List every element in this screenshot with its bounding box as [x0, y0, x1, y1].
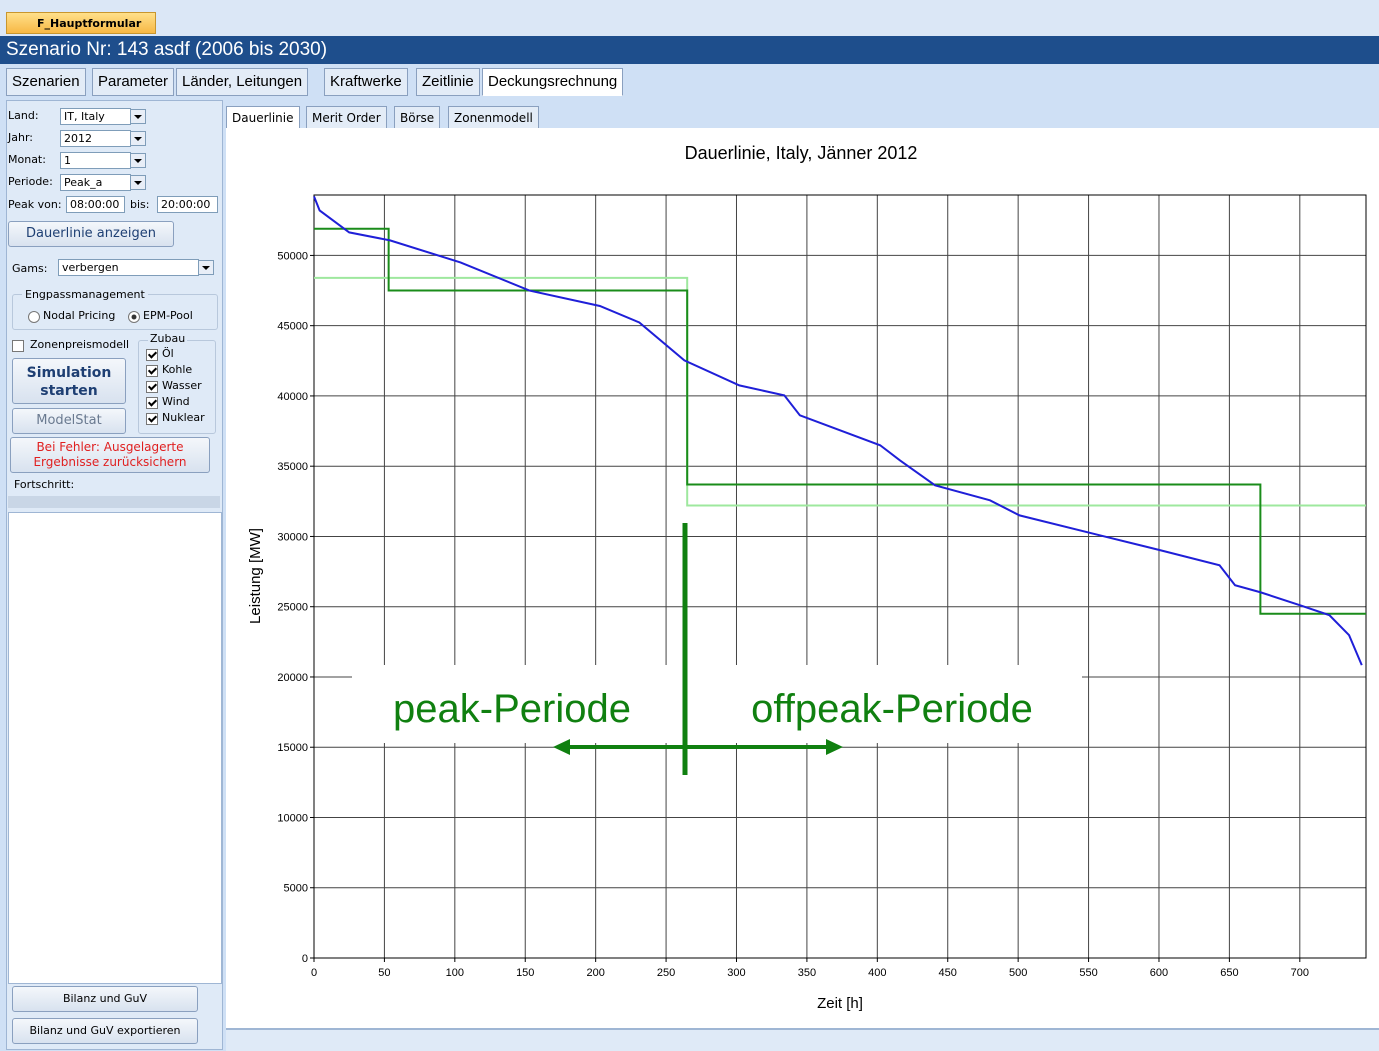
field-label: Monat:	[8, 153, 46, 166]
button[interactable]: Simulation starten	[12, 358, 126, 404]
sub-tab[interactable]: Börse	[394, 106, 441, 130]
x-tick-label: 700	[1291, 967, 1309, 979]
checkbox[interactable]	[146, 381, 158, 393]
time-input[interactable]: 08:00:00	[66, 196, 125, 213]
checkbox-label[interactable]: Kohle	[162, 363, 193, 376]
chart-title: Dauerlinie, Italy, Jänner 2012	[685, 143, 918, 163]
field-label: Land:	[8, 109, 39, 122]
x-tick-label: 150	[516, 967, 534, 979]
x-tick-label: 350	[798, 967, 816, 979]
x-tick-label: 650	[1220, 967, 1238, 979]
annotation-bg	[352, 665, 1082, 743]
y-tick-label: 25000	[277, 602, 308, 614]
field-label: bis:	[130, 198, 150, 211]
radio-label[interactable]: EPM-Pool	[143, 309, 193, 322]
main-tab[interactable]: Parameter	[92, 68, 175, 96]
field-label: Periode:	[8, 175, 53, 188]
field-label: Gams:	[12, 262, 48, 275]
button[interactable]: Bilanz und GuV	[12, 986, 198, 1012]
y-tick-label: 20000	[277, 672, 308, 684]
x-tick-label: 250	[657, 967, 675, 979]
dropdown-arrow[interactable]	[130, 175, 146, 190]
titlebar	[0, 0, 1379, 36]
form-tab[interactable]: F_Hauptformular	[6, 12, 156, 34]
button[interactable]: Bei Fehler: Ausgelagerte Ergebnisse zurü…	[10, 437, 210, 473]
checkbox-label[interactable]: Öl	[162, 347, 174, 360]
x-tick-label: 450	[939, 967, 957, 979]
sub-tab[interactable]: Merit Order	[306, 106, 387, 130]
x-tick-label: 300	[727, 967, 745, 979]
x-tick-label: 100	[446, 967, 464, 979]
chart: Dauerlinie, Italy, Jänner 2012 Zeit [h] …	[226, 128, 1379, 1028]
checkbox[interactable]	[146, 349, 158, 361]
radio[interactable]	[128, 311, 140, 323]
checkbox-label[interactable]: Wasser	[162, 379, 202, 392]
dropdown-arrow[interactable]	[130, 109, 146, 124]
y-tick-label: 0	[302, 953, 308, 965]
main-tab[interactable]: Szenarien	[6, 68, 86, 96]
log-area	[8, 512, 222, 984]
y-tick-label: 10000	[277, 812, 308, 824]
dropdown[interactable]: 2012	[60, 130, 131, 147]
statusbar	[226, 1028, 1379, 1051]
checkbox[interactable]	[146, 413, 158, 425]
checkbox-label[interactable]: Zonenpreismodell	[30, 338, 130, 351]
sub-tab[interactable]: Zonenmodell	[448, 106, 539, 130]
y-tick-label: 30000	[277, 531, 308, 543]
checkbox[interactable]	[146, 365, 158, 377]
dropdown-arrow[interactable]	[198, 260, 214, 275]
dropdown[interactable]: 1	[60, 152, 131, 169]
radio[interactable]	[28, 311, 40, 323]
checkbox[interactable]	[146, 397, 158, 409]
group-title: Zubau	[148, 332, 188, 345]
y-tick-label: 45000	[277, 321, 308, 333]
button[interactable]: Dauerlinie anzeigen	[8, 221, 174, 247]
x-tick-label: 50	[378, 967, 390, 979]
progress-label: Fortschritt:	[14, 478, 75, 491]
x-tick-label: 200	[586, 967, 604, 979]
plot-frame	[313, 194, 1367, 959]
x-tick-label: 600	[1150, 967, 1168, 979]
y-axis-label: Leistung [MW]	[247, 528, 264, 624]
y-tick-label: 50000	[277, 250, 308, 262]
annotation: peak-Periode	[393, 687, 631, 731]
main-tab[interactable]: Länder, Leitungen	[176, 68, 309, 96]
series-line	[313, 196, 1363, 666]
button[interactable]: ModelStat	[12, 408, 126, 434]
y-tick-label: 15000	[277, 742, 308, 754]
chart-bg	[226, 128, 1379, 1028]
checkbox[interactable]	[12, 340, 24, 352]
dropdown[interactable]: verbergen	[58, 259, 199, 276]
checkbox-label[interactable]: Nuklear	[162, 411, 205, 424]
x-tick-label: 400	[868, 967, 886, 979]
annotation: offpeak-Periode	[751, 687, 1033, 731]
main-tab[interactable]: Deckungsrechnung	[482, 68, 624, 96]
dropdown-arrow[interactable]	[130, 131, 146, 146]
radio-label[interactable]: Nodal Pricing	[43, 309, 116, 322]
x-tick-label: 500	[1009, 967, 1027, 979]
dropdown-arrow[interactable]	[130, 153, 146, 168]
main-tab[interactable]: Zeitlinie	[416, 68, 480, 96]
x-tick-label: 0	[311, 967, 317, 979]
form-title: Szenario Nr: 143 asdf (2006 bis 2030)	[0, 36, 1379, 64]
dropdown[interactable]: Peak_a	[60, 174, 131, 191]
time-input[interactable]: 20:00:00	[157, 196, 218, 213]
dropdown[interactable]: IT, Italy	[60, 108, 131, 125]
field-label: Peak von:	[8, 198, 62, 211]
checkbox-label[interactable]: Wind	[162, 395, 190, 408]
x-tick-label: 550	[1079, 967, 1097, 979]
group-title: Engpassmanagement	[22, 288, 148, 301]
x-axis-label: Zeit [h]	[817, 995, 863, 1012]
progress-bar	[8, 496, 220, 508]
y-tick-label: 5000	[284, 883, 308, 895]
y-tick-label: 35000	[277, 461, 308, 473]
field-label: Jahr:	[8, 131, 33, 144]
button[interactable]: Bilanz und GuV exportieren	[12, 1018, 198, 1044]
main-tab[interactable]: Kraftwerke	[324, 68, 408, 96]
y-tick-label: 40000	[277, 391, 308, 403]
sub-tab[interactable]: Dauerlinie	[226, 106, 300, 130]
